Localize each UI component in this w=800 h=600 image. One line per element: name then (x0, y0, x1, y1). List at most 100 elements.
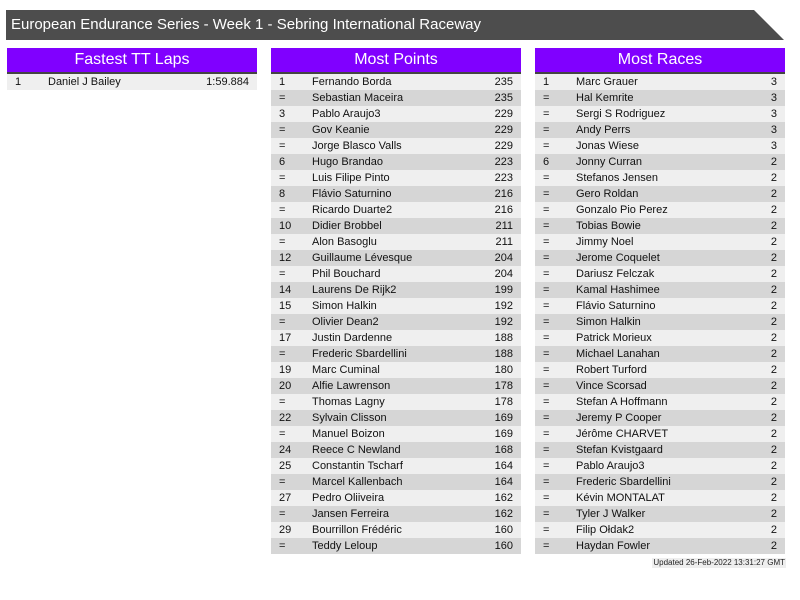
table-row: = Sebastian Maceira 235 (271, 90, 521, 106)
table-row: 14 Laurens De Rijk2 199 (271, 282, 521, 298)
value-cell: 2 (770, 156, 777, 168)
rank-cell: = (543, 508, 550, 520)
driver-name-cell: Haydan Fowler (576, 540, 650, 552)
driver-name-cell: Patrick Morieux (576, 332, 652, 344)
rank-cell: = (279, 348, 286, 360)
value-cell: 2 (770, 316, 777, 328)
rank-cell: = (543, 220, 550, 232)
value-cell: 3 (770, 92, 777, 104)
value-cell: 223 (494, 172, 513, 184)
table-row: = Marcel Kallenbach 164 (271, 474, 521, 490)
driver-name-cell: Jansen Ferreira (312, 508, 390, 520)
rank-cell: = (543, 108, 550, 120)
driver-name-cell: Alon Basoglu (312, 236, 377, 248)
driver-name-cell: Marc Grauer (576, 76, 638, 88)
rank-cell: = (543, 172, 550, 184)
table-row: = Phil Bouchard 204 (271, 266, 521, 282)
rank-cell: = (543, 396, 550, 408)
value-cell: 2 (770, 220, 777, 232)
value-cell: 229 (494, 124, 513, 136)
rank-cell: = (279, 236, 286, 248)
rank-cell: 14 (279, 284, 292, 296)
table-row: = Stefan Kvistgaard 2 (535, 442, 785, 458)
table-row: = Gov Keanie 229 (271, 122, 521, 138)
rank-cell: = (543, 348, 550, 360)
value-cell: 2 (770, 524, 777, 536)
value-cell: 168 (494, 444, 513, 456)
table-row: 17 Justin Dardenne 188 (271, 330, 521, 346)
rank-cell: = (543, 252, 550, 264)
table-row: = Olivier Dean2 192 (271, 314, 521, 330)
table-row: = Robert Turford 2 (535, 362, 785, 378)
driver-name-cell: Marcel Kallenbach (312, 476, 403, 488)
rank-cell: = (543, 188, 550, 200)
rank-cell: 22 (279, 412, 292, 424)
rank-cell: 1 (15, 76, 22, 88)
rank-cell: = (543, 140, 550, 152)
value-cell: 3 (770, 76, 777, 88)
value-cell: 199 (494, 284, 513, 296)
rank-cell: = (279, 172, 286, 184)
value-cell: 2 (770, 332, 777, 344)
table-row: = Thomas Lagny 178 (271, 394, 521, 410)
rank-cell: = (543, 380, 550, 392)
table-row: 27 Pedro Oliiveira 162 (271, 490, 521, 506)
value-cell: 169 (494, 428, 513, 440)
rank-cell: = (543, 476, 550, 488)
panel-title: Fastest TT Laps (7, 48, 257, 74)
driver-name-cell: Sylvain Clisson (312, 412, 387, 424)
value-cell: 2 (770, 188, 777, 200)
driver-name-cell: Guillaume Lévesque (312, 252, 413, 264)
driver-name-cell: Flávio Saturnino (576, 300, 656, 312)
table-row: = Haydan Fowler 2 (535, 538, 785, 554)
driver-name-cell: Constantin Tscharf (312, 460, 403, 472)
rank-cell: = (543, 444, 550, 456)
value-cell: 164 (494, 460, 513, 472)
table-row: 12 Guillaume Lévesque 204 (271, 250, 521, 266)
driver-name-cell: Pablo Araujo3 (312, 108, 381, 120)
panel-most-races: Most Races 1 Marc Grauer 3 = Hal Kemrite 3 = Se… (535, 48, 785, 554)
value-cell: 2 (770, 540, 777, 552)
rank-cell: 1 (543, 76, 550, 88)
driver-name-cell: Teddy Leloup (312, 540, 378, 552)
rank-cell: = (543, 204, 550, 216)
rank-cell: 24 (279, 444, 292, 456)
table-row: = Filip Ołdak2 2 (535, 522, 785, 538)
table-row: 3 Pablo Araujo3 229 (271, 106, 521, 122)
table-row: 1 Daniel J Bailey 1:59.884 (7, 74, 257, 90)
driver-name-cell: Michael Lanahan (576, 348, 660, 360)
table-row: = Jansen Ferreira 162 (271, 506, 521, 522)
value-cell: 216 (494, 188, 513, 200)
driver-name-cell: Stefanos Jensen (576, 172, 658, 184)
table-row: 6 Hugo Brandao 223 (271, 154, 521, 170)
table-row: 24 Reece C Newland 168 (271, 442, 521, 458)
value-cell: 2 (770, 444, 777, 456)
value-cell: 2 (770, 412, 777, 424)
value-cell: 3 (770, 108, 777, 120)
table-row: = Jimmy Noel 2 (535, 234, 785, 250)
table-row: = Stefanos Jensen 2 (535, 170, 785, 186)
driver-name-cell: Filip Ołdak2 (576, 524, 635, 536)
value-cell: 2 (770, 348, 777, 360)
table-row: = Jeremy P Cooper 2 (535, 410, 785, 426)
value-cell: 223 (494, 156, 513, 168)
rank-cell: = (279, 540, 286, 552)
rank-cell: 25 (279, 460, 292, 472)
value-cell: 204 (494, 252, 513, 264)
rank-cell: 3 (279, 108, 286, 120)
driver-name-cell: Frederic Sbardellini (312, 348, 407, 360)
rank-cell: 15 (279, 300, 292, 312)
rank-cell: = (279, 476, 286, 488)
table-row: = Sergi S Rodriguez 3 (535, 106, 785, 122)
rank-cell: 27 (279, 492, 292, 504)
driver-name-cell: Bourrillon Frédéric (312, 524, 402, 536)
table-row: = Manuel Boizon 169 (271, 426, 521, 442)
value-cell: 169 (494, 412, 513, 424)
table-row: = Pablo Araujo3 2 (535, 458, 785, 474)
table-row: 22 Sylvain Clisson 169 (271, 410, 521, 426)
driver-name-cell: Laurens De Rijk2 (312, 284, 397, 296)
value-cell: 2 (770, 172, 777, 184)
driver-name-cell: Marc Cuminal (312, 364, 380, 376)
driver-name-cell: Jonas Wiese (576, 140, 639, 152)
table-row: 15 Simon Halkin 192 (271, 298, 521, 314)
